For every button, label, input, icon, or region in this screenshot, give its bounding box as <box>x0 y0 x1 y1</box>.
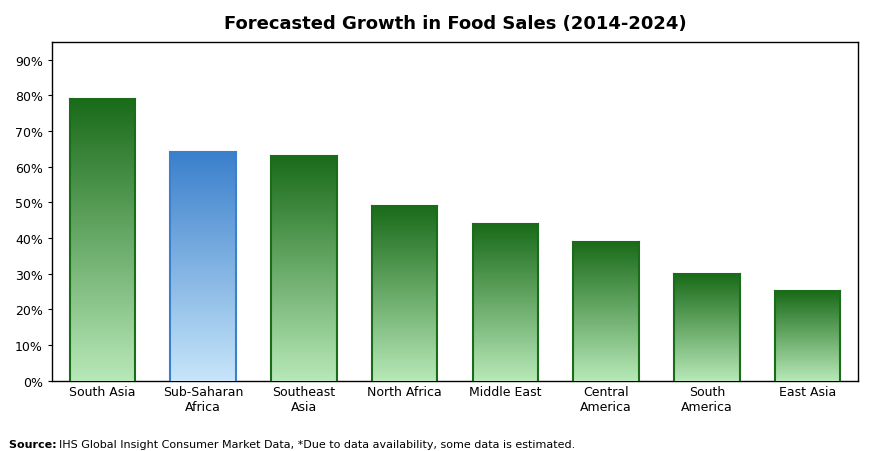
Bar <box>775 292 841 381</box>
Bar <box>70 100 135 381</box>
Bar <box>272 156 337 381</box>
Bar <box>574 242 639 381</box>
Text: Source:: Source: <box>9 439 60 449</box>
Bar <box>674 274 739 381</box>
Bar <box>472 224 538 381</box>
Bar <box>372 207 437 381</box>
Title: Forecasted Growth in Food Sales (2014-2024): Forecasted Growth in Food Sales (2014-20… <box>223 15 686 33</box>
Text: IHS Global Insight Consumer Market Data, *Due to data availability, some data is: IHS Global Insight Consumer Market Data,… <box>59 439 575 449</box>
Bar <box>170 153 236 381</box>
